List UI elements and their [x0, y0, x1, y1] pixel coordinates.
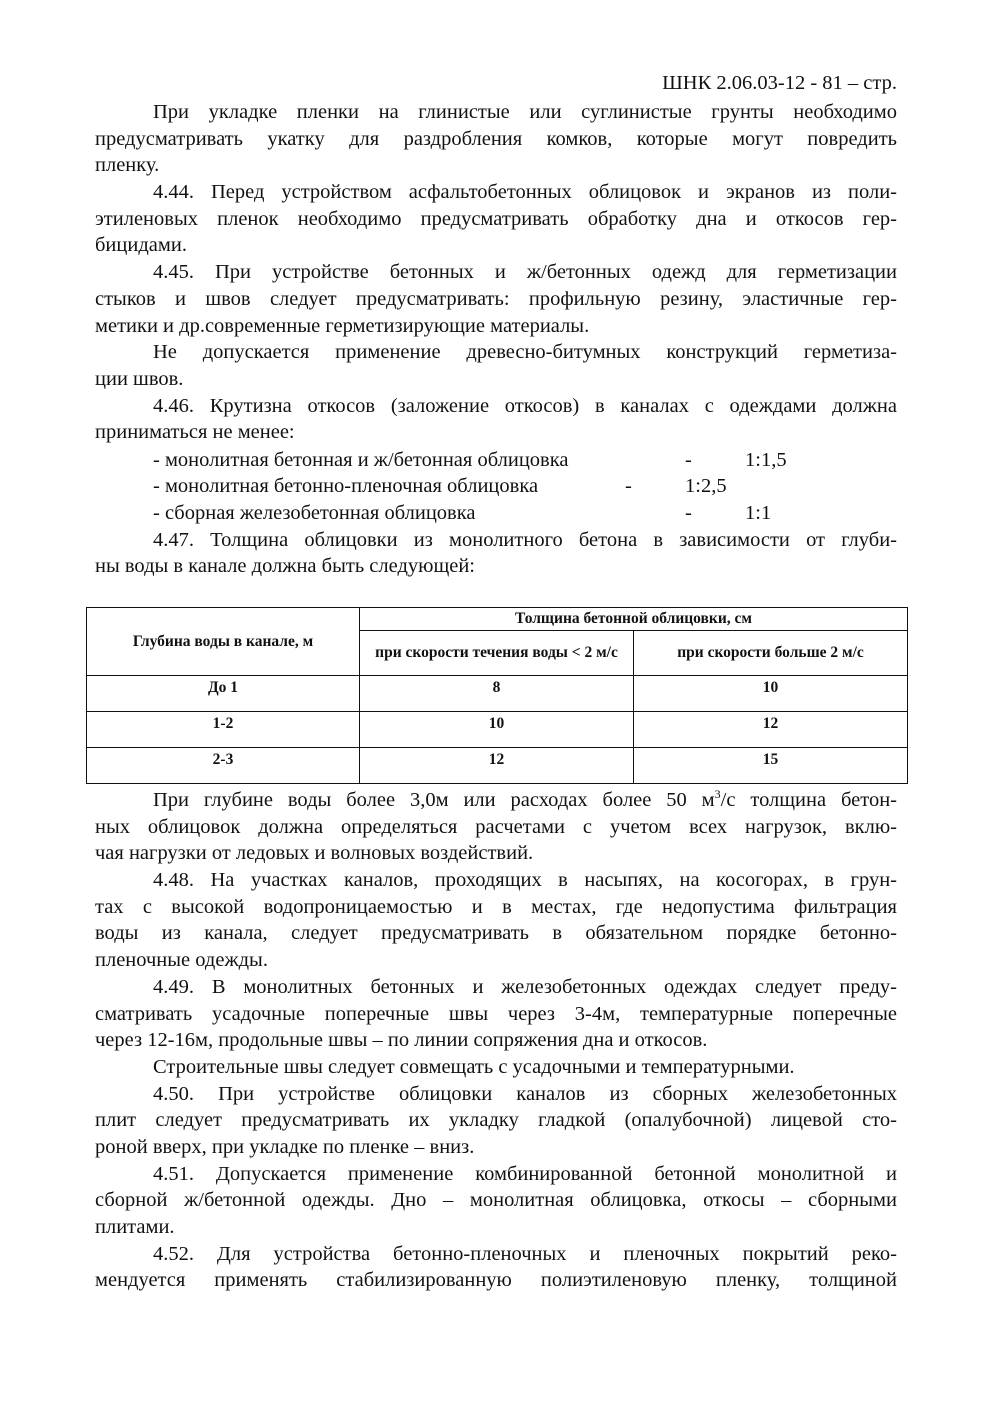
table-row: До 1 8 10	[86, 675, 909, 712]
table-row: 2-3 12 15	[86, 747, 909, 784]
text-line: плитами.	[95, 1216, 175, 1239]
text-line: через 12-16м, продольные швы – по линии …	[95, 1029, 708, 1052]
table-cell: 15	[632, 747, 909, 784]
text-line: мендуется применять стабилизированную по…	[95, 1269, 897, 1292]
text-line: плит следует предусматривать их укладку …	[95, 1109, 897, 1132]
text-line: пленку.	[95, 154, 160, 177]
table-cell: 1-2	[86, 711, 360, 748]
text-line: 4.44. Перед устройством асфальтобетонных…	[153, 181, 897, 204]
table-cell: 12	[359, 747, 634, 784]
text-line: стыков и швов следует предусматривать: п…	[95, 287, 897, 310]
text-line: чая нагрузки от ледовых и волновых возде…	[95, 842, 534, 865]
list-item: - сборная железобетонная облицовка - 1:1	[95, 500, 897, 527]
table-cell: 8	[359, 675, 634, 712]
list-item-text: - монолитная бетонная и ж/бетонная облиц…	[153, 448, 569, 471]
paragraph-after-table: При глубине воды более 3,0м или расходах…	[95, 787, 897, 867]
text-line: 4.45. При устройстве бетонных и ж/бетонн…	[153, 261, 897, 284]
table-cell: 2-3	[86, 747, 360, 784]
text-line: ны воды в канале должна быть следующей:	[95, 555, 475, 578]
text-line: 4.46. Крутизна откосов (заложение откосо…	[153, 394, 897, 417]
table-row: 1-2 10 12	[86, 711, 909, 748]
text-line: сматривать усадочные поперечные швы чере…	[95, 1002, 897, 1025]
text-line: При укладке пленки на глинистые или сугл…	[153, 101, 897, 123]
text-line: этиленовых пленок необходимо предусматри…	[95, 207, 897, 230]
text-line: ных облицовок должна определяться расчет…	[95, 815, 897, 838]
text-block-bottom: 4.48. На участках каналов, проходящих в …	[95, 867, 897, 1294]
text-line: Не допускается применение древесно-битум…	[153, 341, 897, 364]
text-block-top: При укладке пленки на глинистые или сугл…	[95, 99, 897, 446]
list-item: - монолитная бетонная и ж/бетонная облиц…	[95, 447, 897, 474]
text-line: бицидами.	[95, 234, 187, 257]
page-header: ШНК 2.06.03-12 - 81 – стр.	[662, 72, 897, 94]
list-item-value: 1:1,5	[745, 448, 787, 471]
list-item-dash: -	[685, 501, 692, 524]
list-item-dash: -	[625, 475, 632, 498]
col-high-speed-header: при скорости больше 2 м/с	[632, 630, 909, 676]
table-cell: До 1	[86, 675, 360, 712]
text-line: Строительные швы следует совмещать с уса…	[153, 1055, 795, 1078]
text-line: 4.48. На участках каналов, проходящих в …	[153, 869, 897, 892]
text-line: метики и др.современные герметизирующие …	[95, 314, 590, 337]
group-thickness-header: Толщина бетонной облицовки, см	[358, 607, 909, 631]
text-line: ции швов.	[95, 367, 184, 390]
lining-thickness-table: Глубина воды в канале, м Толщина бетонно…	[86, 607, 909, 784]
list-item-dash: -	[685, 448, 692, 471]
col-depth-header: Глубина воды в канале, м	[86, 607, 360, 676]
text-line: приниматься не менее:	[95, 421, 295, 444]
text-line: предусматривать укатку для раздробления …	[95, 127, 897, 150]
text-line: 4.50. При устройстве облицовки каналов и…	[153, 1082, 897, 1105]
text-line: сборной ж/бетонной одежды. Дно – монолит…	[95, 1189, 897, 1212]
slope-list: - монолитная бетонная и ж/бетонная облиц…	[95, 447, 897, 527]
text-line: воды из канала, следует предусматривать …	[95, 922, 897, 945]
list-item: - монолитная бетонно-пленочная облицовка…	[95, 473, 897, 500]
text-line: При глубине воды более 3,0м или расходах…	[153, 787, 898, 811]
table-cell: 10	[632, 675, 909, 712]
text-line: 4.52. Для устройства бетонно-пленочных и…	[153, 1242, 897, 1265]
list-item-text: - монолитная бетонно-пленочная облицовка	[153, 475, 539, 498]
text-line: 4.49. В монолитных бетонных и железобето…	[153, 975, 897, 998]
text-block-before-table: 4.47. Толщина облицовки из монолитного б…	[95, 527, 897, 580]
table-cell: 12	[632, 711, 909, 748]
list-item-text: - сборная железобетонная облицовка	[153, 501, 476, 524]
text-line: 4.51. Допускается применение комбинирова…	[153, 1162, 897, 1185]
text-line: тах с высокой водопроницаемостью и в мес…	[95, 895, 897, 918]
list-item-value: 1:1	[745, 501, 772, 524]
text-line: роной вверх, при укладке по пленке – вни…	[95, 1135, 475, 1158]
col-low-speed-header: при скорости течения воды < 2 м/с	[359, 630, 634, 676]
text-line: 4.47. Толщина облицовки из монолитного б…	[153, 528, 897, 551]
table-cell: 10	[359, 711, 634, 748]
text-line: пленочные одежды.	[95, 949, 268, 972]
list-item-value: 1:2,5	[685, 475, 727, 498]
